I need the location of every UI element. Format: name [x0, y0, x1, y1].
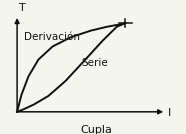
Text: T: T: [19, 3, 25, 13]
Text: Derivación: Derivación: [24, 32, 80, 42]
Text: Cupla: Cupla: [81, 125, 113, 134]
Text: I: I: [168, 108, 171, 118]
Text: Serie: Serie: [81, 58, 108, 68]
